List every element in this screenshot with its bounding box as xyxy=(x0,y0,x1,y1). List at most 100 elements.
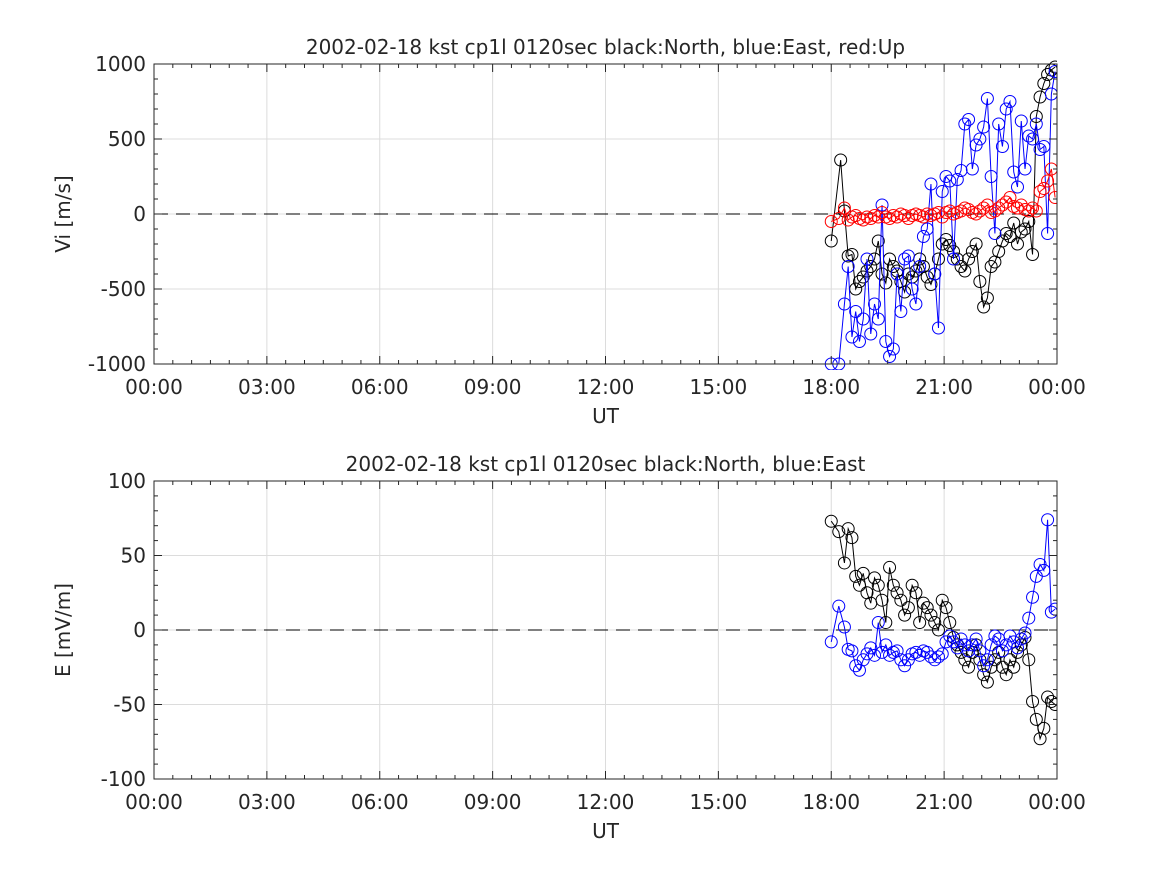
efield-chart-point-east xyxy=(824,635,838,649)
velocity-chart-point-up xyxy=(1029,204,1043,218)
velocity-chart-point-east xyxy=(913,260,927,273)
efield-chart-point-north xyxy=(1044,695,1057,709)
velocity-chart-ytick-label: -1000 xyxy=(88,352,146,376)
velocity-chart-point-east xyxy=(898,252,912,266)
efield-chart-point-east xyxy=(1026,590,1040,604)
efield-chart-title: 2002-02-18 kst cp1l 0120sec black:North,… xyxy=(346,452,866,476)
velocity-chart-point-east xyxy=(875,198,889,212)
efield-chart-point-east xyxy=(1022,611,1036,625)
velocity-chart-xtick-label: 09:00 xyxy=(464,375,522,399)
efield-chart-point-east xyxy=(935,647,949,661)
efield-chart-point-north xyxy=(875,593,889,607)
efield-chart-point-east xyxy=(1037,563,1051,577)
velocity-chart-point-east xyxy=(852,335,866,348)
efield-chart-point-north xyxy=(894,593,908,607)
velocity-chart-point-east xyxy=(905,282,919,296)
velocity-chart-point-north xyxy=(1037,77,1051,90)
velocity-chart-point-east xyxy=(864,327,878,341)
velocity-chart-point-up xyxy=(871,210,885,224)
velocity-chart-point-east xyxy=(984,170,998,183)
velocity-chart-xtick-label: 21:00 xyxy=(915,375,973,399)
velocity-chart-point-east xyxy=(879,335,893,348)
velocity-chart-point-north xyxy=(824,234,838,248)
efield-chart-point-north xyxy=(943,616,957,630)
velocity-chart-xtick-label: 00:00 xyxy=(1028,375,1086,399)
efield-chart-point-north xyxy=(879,616,893,630)
velocity-chart-point-east xyxy=(1018,162,1032,176)
velocity-chart-point-east xyxy=(868,297,882,311)
efield-chart-point-east xyxy=(931,650,945,664)
velocity-chart-point-north xyxy=(984,260,998,273)
efield-chart-point-east xyxy=(909,645,923,659)
efield-chart-point-north xyxy=(890,586,904,600)
efield-chart-series-east xyxy=(824,513,1057,677)
efield-chart-point-north xyxy=(928,616,942,630)
efield-chart-ytick-label: 100 xyxy=(108,469,146,493)
velocity-chart-point-north xyxy=(931,252,945,266)
velocity-chart-point-up xyxy=(962,203,976,216)
velocity-chart-xlabel: UT xyxy=(592,404,620,428)
efield-chart-point-north xyxy=(962,660,976,674)
velocity-chart-point-east xyxy=(837,297,851,311)
velocity-chart-point-east xyxy=(999,102,1013,116)
velocity-chart-point-up xyxy=(1037,182,1051,195)
efield-chart-ytick-label: 50 xyxy=(121,544,146,568)
velocity-chart-series-east xyxy=(824,65,1057,370)
efield-chart-xtick-label: 21:00 xyxy=(915,790,973,814)
velocity-chart-point-up xyxy=(824,215,838,228)
velocity-chart-point-east xyxy=(890,267,904,281)
velocity-chart-point-up xyxy=(898,209,912,222)
efield-chart-point-north xyxy=(905,578,919,592)
velocity-chart-ticks xyxy=(153,63,1058,365)
efield-chart-point-north xyxy=(995,660,1009,674)
efield-chart-point-north xyxy=(920,601,934,615)
velocity-chart-point-north xyxy=(1026,248,1040,261)
velocity-chart-point-up xyxy=(837,201,851,215)
velocity-chart-point-east xyxy=(909,297,923,311)
efield-chart-point-north xyxy=(913,616,927,630)
velocity-chart-point-east xyxy=(954,164,968,177)
velocity-chart-xtick-label: 03:00 xyxy=(238,375,296,399)
velocity-chart-point-north xyxy=(954,260,968,273)
velocity-chart-point-up xyxy=(943,204,957,218)
velocity-chart-point-north xyxy=(920,270,934,284)
velocity-chart-point-up xyxy=(1003,191,1017,204)
velocity-chart-xtick-label: 06:00 xyxy=(351,375,409,399)
velocity-chart-point-up xyxy=(1044,162,1057,176)
efield-chart-xtick-label: 00:00 xyxy=(125,790,183,814)
efield-chart-series-north xyxy=(824,514,1057,746)
velocity-chart-point-north xyxy=(977,300,991,314)
velocity-chart-point-east xyxy=(965,162,979,176)
velocity-chart-point-north xyxy=(1010,237,1024,251)
velocity-chart-title: 2002-02-18 kst cp1l 0120sec black:North,… xyxy=(306,35,905,59)
efield-chart-point-north xyxy=(841,522,855,536)
velocity-chart-point-north xyxy=(886,260,900,273)
efield-chart-point-east xyxy=(1044,605,1057,619)
velocity-chart-point-up xyxy=(864,212,878,225)
velocity-chart-point-east xyxy=(849,305,863,318)
velocity-chart-point-east xyxy=(901,249,915,263)
velocity-chart-xtick-label: 15:00 xyxy=(690,375,748,399)
efield-chart-point-north xyxy=(924,608,938,622)
velocity-chart-point-east xyxy=(928,267,942,281)
velocity-chart-point-north xyxy=(1029,110,1043,123)
velocity-chart-point-east xyxy=(995,140,1009,153)
velocity-chart-point-east xyxy=(924,177,938,191)
velocity-chart-point-north xyxy=(965,245,979,258)
efield-chart-point-east xyxy=(1010,641,1024,655)
velocity-chart-point-east xyxy=(1044,87,1057,101)
velocity-chart-point-up xyxy=(832,212,846,225)
velocity-chart-xtick-label: 18:00 xyxy=(802,375,860,399)
efield-chart-ytick-label: -50 xyxy=(113,693,146,717)
efield-chart-point-north xyxy=(1029,712,1043,726)
velocity-chart-point-north xyxy=(901,267,915,281)
velocity-chart-point-east xyxy=(841,260,855,273)
efield-chart-point-east xyxy=(1018,626,1032,640)
velocity-chart-ylabel: Vi [m/s] xyxy=(51,175,75,252)
velocity-chart-point-up xyxy=(1026,201,1040,215)
velocity-chart-xtick-label: 00:00 xyxy=(125,375,183,399)
velocity-chart-point-east xyxy=(1048,65,1057,78)
efield-chart-point-north xyxy=(980,675,994,689)
efield-chart-point-north xyxy=(901,601,915,615)
